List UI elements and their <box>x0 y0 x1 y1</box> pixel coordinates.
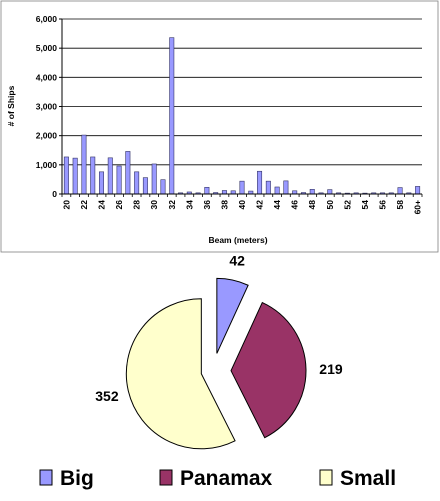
bar-31 <box>160 179 166 195</box>
bar-21 <box>72 157 78 195</box>
x-tick-label: 34 <box>184 200 194 210</box>
x-tick-label: 40 <box>237 200 247 210</box>
legend-item-panamax: Panamax <box>159 467 273 490</box>
x-tick-label: 20 <box>61 200 71 210</box>
bar-60+ <box>415 186 421 195</box>
y-tick-label: 1,000 <box>36 160 58 170</box>
y-tick-label: 2,000 <box>36 131 58 141</box>
bar-26 <box>116 165 122 195</box>
legend-label: Panamax <box>180 467 273 490</box>
pie-slice-small <box>125 298 236 450</box>
pie-value-label: 219 <box>319 361 343 377</box>
bar-29 <box>142 177 148 195</box>
x-tick-label: 46 <box>290 200 300 210</box>
legend-item-big: Big <box>39 467 94 490</box>
bar-22 <box>81 134 87 195</box>
x-tick-label: 48 <box>307 200 317 210</box>
bar-20 <box>63 156 69 195</box>
bar-38 <box>221 190 227 195</box>
x-tick-label: 38 <box>219 200 229 210</box>
bar-28 <box>134 171 140 195</box>
x-tick-label: 22 <box>79 200 89 210</box>
y-axis-title: # of Ships <box>6 85 16 126</box>
pie-slice-big <box>216 277 249 354</box>
x-tick-label: 54 <box>360 200 370 210</box>
x-tick-label: 24 <box>97 200 107 210</box>
bar-48 <box>309 189 315 195</box>
bar-30 <box>151 163 157 195</box>
y-tick-label: 5,000 <box>36 43 58 53</box>
x-tick-label: 28 <box>132 200 142 210</box>
bar-42 <box>257 170 263 195</box>
legend-swatch <box>159 469 173 486</box>
x-tick-label: 26 <box>114 200 124 210</box>
bar-58 <box>397 187 403 195</box>
x-tick-label: 32 <box>167 200 177 210</box>
x-tick-label: 52 <box>342 200 352 210</box>
pie-legend: Big Panamax Small <box>39 467 396 490</box>
y-tick-label: 6,000 <box>36 14 58 24</box>
x-tick-label: 56 <box>377 200 387 210</box>
bar-43 <box>265 180 271 195</box>
bar-40 <box>239 180 245 195</box>
legend-label: Small <box>340 467 396 490</box>
x-tick-label: 30 <box>149 200 159 210</box>
pie-value-label: 42 <box>229 253 245 269</box>
x-tick-label: 36 <box>202 200 212 210</box>
y-tick-label: 4,000 <box>36 72 58 82</box>
legend-label: Big <box>60 467 94 490</box>
legend-item-small: Small <box>319 467 396 490</box>
bar-36 <box>204 186 210 195</box>
pie-chart: 42 219 352 <box>95 253 343 450</box>
x-tick-label: 42 <box>255 200 265 210</box>
x-tick-label: 58 <box>395 200 405 210</box>
bar-24 <box>99 171 105 195</box>
bar-25 <box>107 157 113 195</box>
x-tick-label: 50 <box>325 200 335 210</box>
bar-45 <box>283 180 289 195</box>
bar-23 <box>90 156 96 195</box>
legend-swatch <box>39 469 53 486</box>
bar-44 <box>274 186 280 195</box>
pie-value-label: 352 <box>95 388 119 404</box>
x-tick-label: 60+ <box>413 200 423 214</box>
y-tick-label: 0 <box>52 189 57 199</box>
x-axis-title: Beam (meters) <box>208 235 267 245</box>
bar-chart-frame <box>0 0 439 253</box>
bar-27 <box>125 151 131 195</box>
y-tick-label: 3,000 <box>36 102 58 112</box>
pie-slice-panamax <box>230 301 307 439</box>
bar-50 <box>327 189 333 195</box>
x-tick-label: 44 <box>272 200 282 210</box>
bar-chart: 0 1,000 2,000 3,000 4,000 5,000 6,000 20 22 24 26… <box>0 0 439 253</box>
legend-swatch <box>319 469 333 486</box>
bar-32 <box>169 37 175 195</box>
